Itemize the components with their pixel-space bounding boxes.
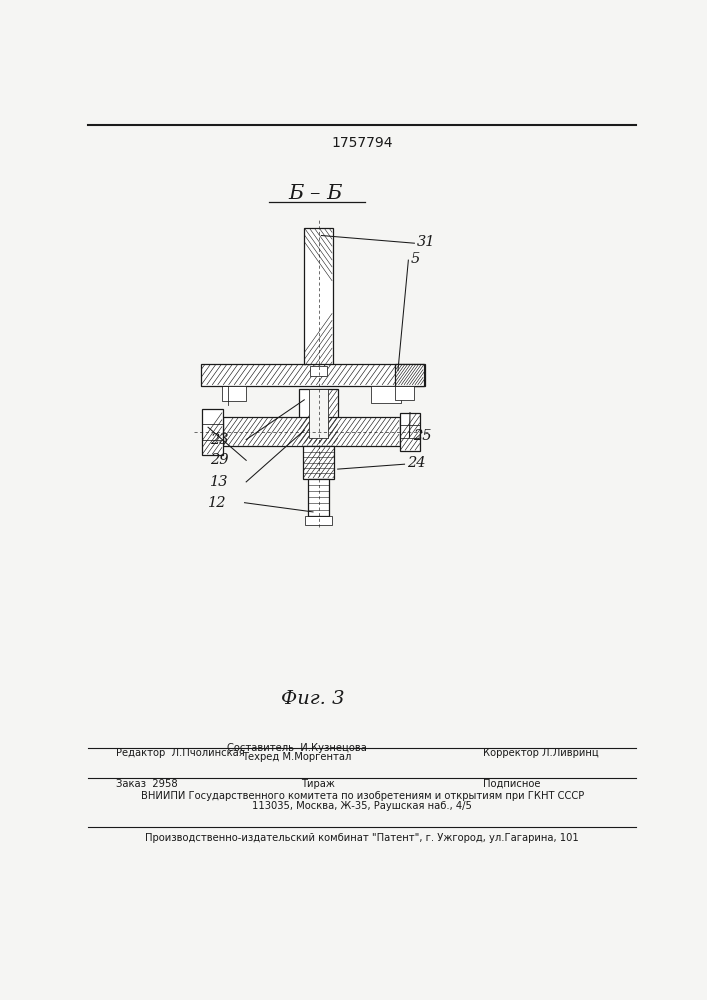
- Text: 113035, Москва, Ж-35, Раушская наб., 4/5: 113035, Москва, Ж-35, Раушская наб., 4/5: [252, 801, 472, 811]
- Bar: [395, 364, 423, 386]
- Text: 29: 29: [210, 453, 228, 467]
- Text: 31: 31: [417, 235, 436, 249]
- Bar: [395, 386, 414, 400]
- Text: Составитель  И.Кузнецова: Составитель И.Кузнецова: [227, 743, 366, 753]
- Bar: [201, 364, 426, 386]
- Text: Б – Б: Б – Б: [288, 184, 343, 203]
- Text: Редактор  Л.Пчолинская: Редактор Л.Пчолинская: [116, 748, 245, 758]
- Bar: [309, 389, 328, 438]
- Bar: [223, 417, 399, 446]
- Bar: [310, 366, 327, 376]
- Text: 13: 13: [210, 475, 228, 489]
- Bar: [299, 389, 338, 444]
- Bar: [305, 516, 332, 525]
- Text: Техред М.Моргентал: Техред М.Моргентал: [242, 752, 351, 762]
- Text: 5: 5: [411, 252, 421, 266]
- Text: Производственно-издательский комбинат "Патент", г. Ужгород, ул.Гагарина, 101: Производственно-издательский комбинат "П…: [146, 833, 579, 843]
- Bar: [303, 446, 334, 479]
- Text: 24: 24: [407, 456, 426, 470]
- Bar: [221, 386, 246, 401]
- Bar: [304, 228, 333, 366]
- Text: Корректор Л.Ливринц: Корректор Л.Ливринц: [483, 748, 599, 758]
- Bar: [308, 479, 329, 516]
- Text: Фиг. 3: Фиг. 3: [281, 690, 345, 708]
- Text: 1757794: 1757794: [332, 136, 393, 150]
- Text: Подписное: Подписное: [483, 779, 540, 789]
- Text: Заказ  2958: Заказ 2958: [116, 779, 177, 789]
- Text: 23: 23: [210, 433, 228, 447]
- Text: 12: 12: [208, 496, 226, 510]
- Text: 25: 25: [413, 429, 431, 443]
- Bar: [399, 413, 421, 451]
- Bar: [201, 409, 223, 455]
- Bar: [370, 386, 401, 403]
- Text: Тираж: Тираж: [302, 779, 335, 789]
- Text: ВНИИПИ Государственного комитета по изобретениям и открытиям при ГКНТ СССР: ВНИИПИ Государственного комитета по изоб…: [141, 791, 584, 801]
